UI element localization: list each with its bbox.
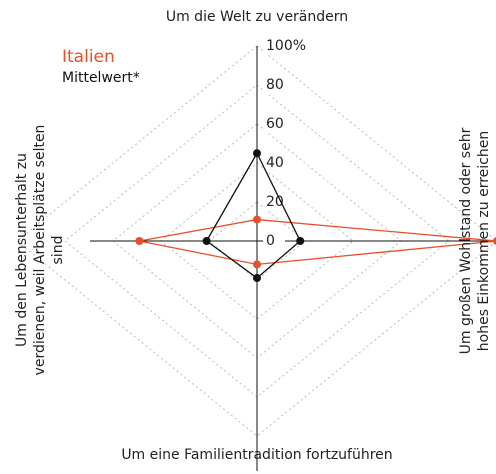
data-point [202, 237, 211, 245]
data-point [135, 237, 144, 245]
data-point [253, 149, 261, 158]
tick-label-bg [263, 115, 285, 133]
legend-label: Italien [62, 47, 115, 67]
category-label: Um die Welt zu verändern [165, 9, 349, 25]
legend-label: Mittelwert* [62, 70, 140, 86]
data-point [253, 274, 261, 283]
category-label: Um eine Familientradition fortzuführen [121, 447, 393, 463]
data-point [493, 237, 496, 245]
y-tick-label: 40 [266, 155, 284, 171]
tick-label-bg [263, 154, 285, 172]
grid-line [16, 45, 496, 437]
y-tick-label: 100% [266, 38, 306, 54]
category-label: Um den Lebensunterhalt zu verdienen, wei… [14, 124, 66, 376]
tick-label-bg [263, 232, 285, 250]
y-tick-label: 60 [266, 116, 284, 132]
category-label: Um großen Wohlstand oder sehr hohes Eink… [458, 127, 492, 355]
data-point [296, 237, 305, 245]
tick-label-bg [263, 76, 285, 94]
data-point [253, 260, 261, 269]
tick-label-bg [263, 37, 305, 55]
y-tick-label: 0 [266, 233, 275, 249]
grid-line [208, 201, 306, 281]
series-polygon [139, 218, 496, 266]
series-polygon [205, 151, 302, 279]
y-tick-label: 80 [266, 77, 284, 93]
data-point [253, 215, 261, 224]
